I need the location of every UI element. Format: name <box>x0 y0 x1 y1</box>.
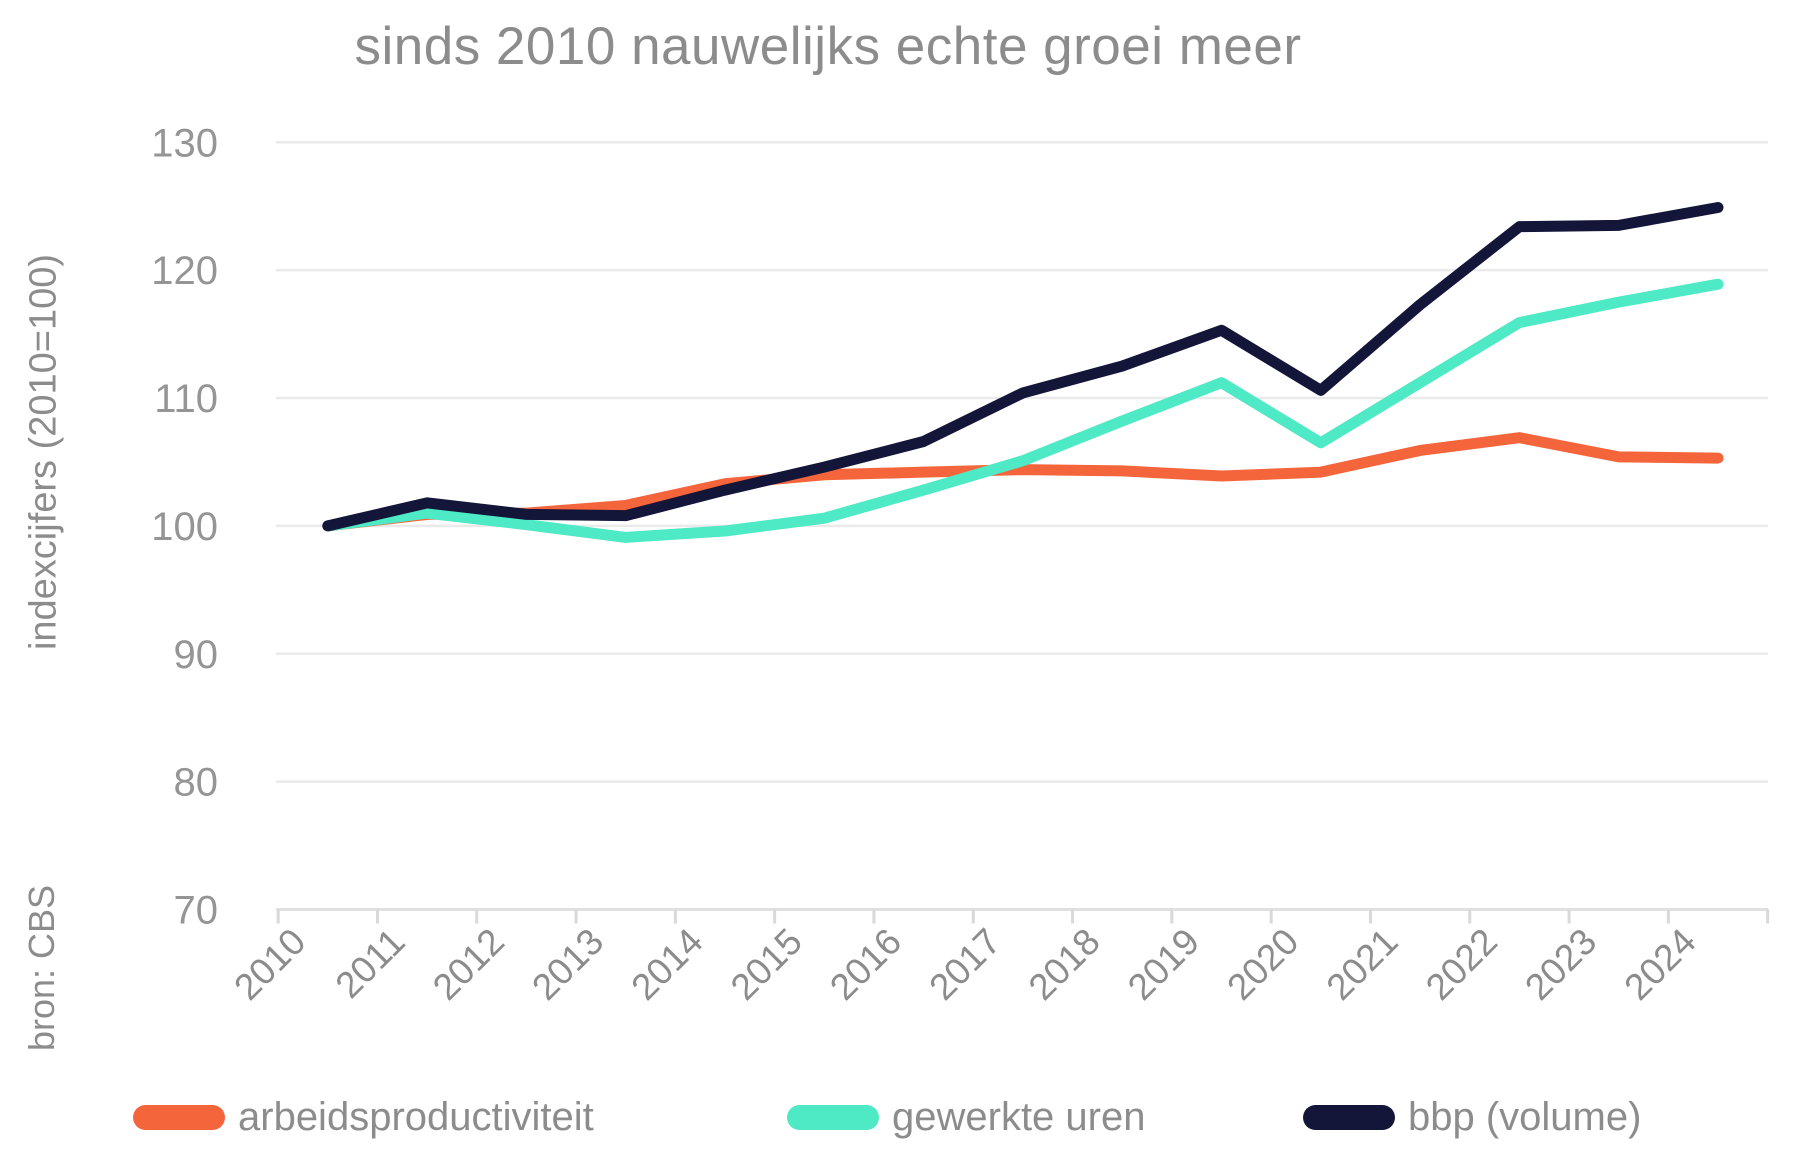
legend-item-bbp-volume: bbp (volume) <box>1303 1095 1641 1139</box>
chart-title: sinds 2010 nauwelijks echte groei meer <box>354 17 1302 76</box>
x-tick-label: 2017 <box>921 921 1008 1008</box>
x-tick-label: 2018 <box>1021 921 1108 1008</box>
x-tick-label: 2020 <box>1219 921 1306 1008</box>
legend-label: bbp (volume) <box>1408 1094 1642 1139</box>
x-tick-label: 2012 <box>425 921 512 1008</box>
x-tick-label: 2011 <box>327 921 412 1006</box>
y-tick-label: 90 <box>174 633 219 677</box>
legend-label: gewerkte uren <box>892 1094 1146 1139</box>
x-tick-label: 2019 <box>1120 921 1207 1008</box>
legend-swatch-gewerkte-uren-icon <box>787 1104 879 1130</box>
series-line-bbp-volume- <box>322 201 1724 532</box>
x-tick-label: 2013 <box>524 921 611 1008</box>
x-tick-label: 2023 <box>1517 921 1604 1008</box>
y-tick-label: 130 <box>151 121 218 165</box>
legend-item-gewerkte-uren: gewerkte uren <box>787 1095 1145 1139</box>
x-tick-label: 2021 <box>1319 921 1406 1008</box>
legend-label: arbeidsproductiviteit <box>238 1094 594 1139</box>
x-tick-label: 2024 <box>1616 921 1703 1008</box>
x-tick-label: 2010 <box>226 921 313 1008</box>
y-tick-label: 120 <box>151 249 218 293</box>
y-tick-label: 100 <box>151 505 218 549</box>
x-tick-label: 2016 <box>822 921 909 1008</box>
series-line-gewerkte-uren <box>322 278 1724 543</box>
legend-swatch-arbeidsproductiviteit-icon <box>133 1104 225 1130</box>
y-tick-label: 70 <box>174 889 219 933</box>
y-tick-label: 110 <box>154 377 218 421</box>
legend-swatch-bbp-volume-icon <box>1303 1104 1395 1130</box>
x-tick-label: 2014 <box>623 921 710 1008</box>
legend-item-arbeidsproductiviteit: arbeidsproductiviteit <box>133 1095 594 1139</box>
x-tick-label: 2015 <box>723 921 810 1008</box>
x-tick-label: 2022 <box>1418 921 1505 1008</box>
y-tick-label: 80 <box>174 761 219 805</box>
